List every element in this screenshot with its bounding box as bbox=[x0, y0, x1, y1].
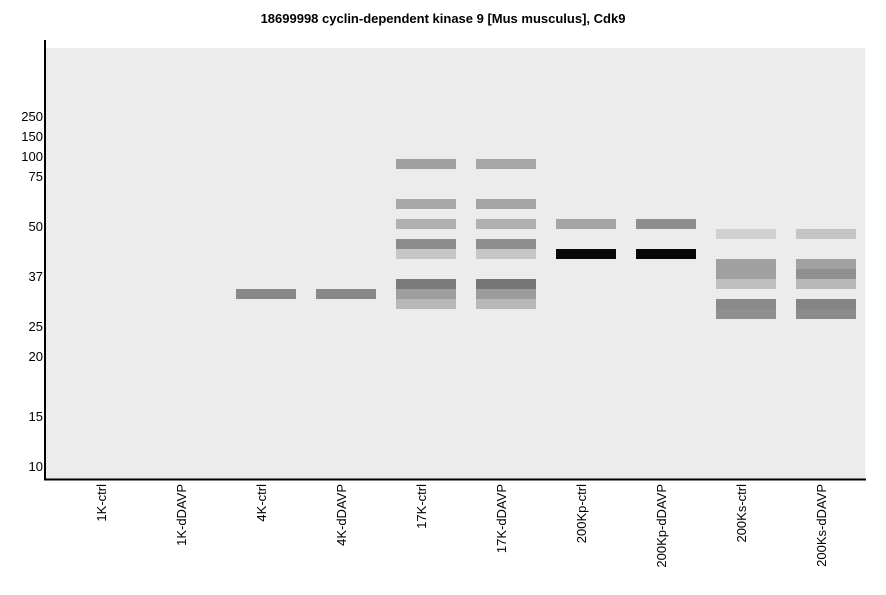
band bbox=[476, 299, 536, 309]
band bbox=[476, 249, 536, 259]
y-tick-label: 75 bbox=[29, 169, 43, 184]
lane-label: 17K-dDAVP bbox=[494, 484, 509, 553]
band bbox=[716, 309, 776, 319]
y-tick-label: 37 bbox=[29, 269, 43, 284]
band bbox=[236, 289, 296, 299]
lane-label: 17K-ctrl bbox=[414, 484, 429, 529]
band bbox=[716, 229, 776, 239]
chart-title: 18699998 cyclin-dependent kinase 9 [Mus … bbox=[260, 11, 626, 26]
band bbox=[396, 239, 456, 249]
band bbox=[556, 219, 616, 229]
band bbox=[396, 299, 456, 309]
y-tick-label: 150 bbox=[21, 129, 43, 144]
band bbox=[396, 249, 456, 259]
band bbox=[796, 309, 856, 319]
band bbox=[476, 159, 536, 169]
band bbox=[796, 229, 856, 239]
lane-label: 4K-ctrl bbox=[254, 484, 269, 522]
band bbox=[636, 219, 696, 229]
band bbox=[796, 259, 856, 269]
lane-label: 4K-dDAVP bbox=[334, 484, 349, 546]
band bbox=[716, 259, 776, 269]
band bbox=[396, 289, 456, 299]
y-tick-label: 250 bbox=[21, 109, 43, 124]
band bbox=[796, 269, 856, 279]
lane-label: 200Kp-ctrl bbox=[574, 484, 589, 543]
y-tick-label: 20 bbox=[29, 349, 43, 364]
band bbox=[636, 249, 696, 259]
y-tick-label: 15 bbox=[29, 409, 43, 424]
y-tick-label: 25 bbox=[29, 319, 43, 334]
lane-label: 200Ks-dDAVP bbox=[814, 484, 829, 567]
band bbox=[476, 289, 536, 299]
lane-label: 200Ks-ctrl bbox=[734, 484, 749, 543]
band bbox=[556, 249, 616, 259]
lane-label: 200Kp-dDAVP bbox=[654, 484, 669, 568]
band bbox=[316, 289, 376, 299]
band bbox=[396, 219, 456, 229]
band bbox=[476, 279, 536, 289]
band bbox=[396, 159, 456, 169]
band bbox=[476, 199, 536, 209]
lane-label: 1K-dDAVP bbox=[174, 484, 189, 546]
band bbox=[796, 279, 856, 289]
band bbox=[396, 279, 456, 289]
y-tick-label: 50 bbox=[29, 219, 43, 234]
band bbox=[796, 299, 856, 309]
band bbox=[716, 279, 776, 289]
lane-label: 1K-ctrl bbox=[94, 484, 109, 522]
band bbox=[716, 299, 776, 309]
y-tick-label: 10 bbox=[29, 459, 43, 474]
band bbox=[476, 219, 536, 229]
band bbox=[716, 269, 776, 279]
y-tick-label: 100 bbox=[21, 149, 43, 164]
band bbox=[476, 239, 536, 249]
band bbox=[396, 199, 456, 209]
